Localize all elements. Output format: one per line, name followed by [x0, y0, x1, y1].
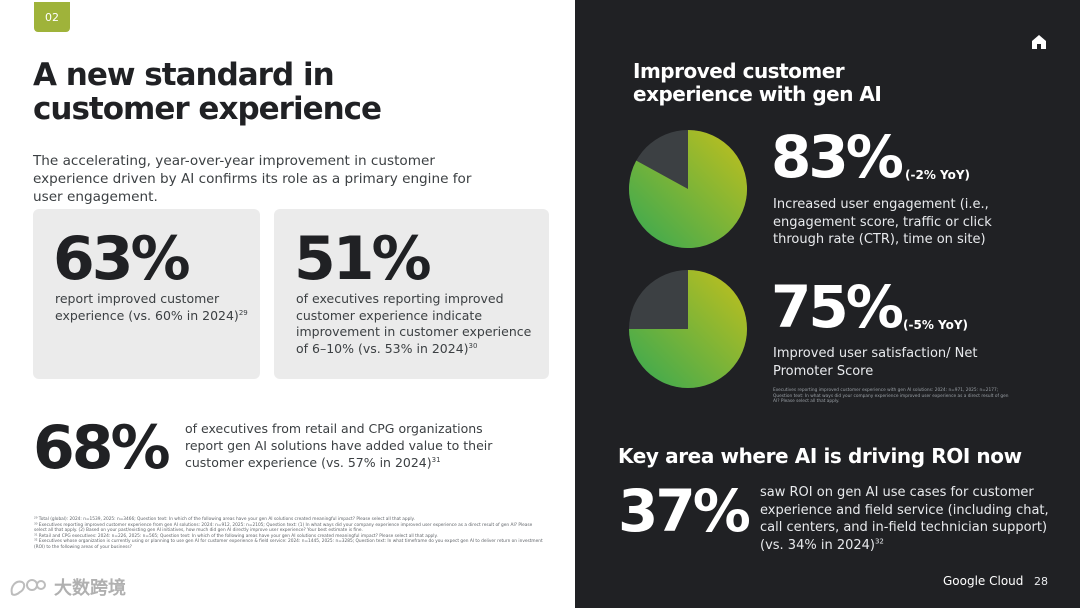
key-area-heading: Key area where AI is driving ROI now [618, 444, 1022, 468]
metric-yoy-75: (-5% YoY) [903, 318, 969, 332]
metric-description-75: Improved user satisfaction/ Net Promoter… [773, 346, 978, 379]
metric-footnote: Executives reporting improved customer e… [773, 388, 1009, 404]
metric-text: saw ROI on gen AI use cases for customer… [760, 485, 1049, 553]
stat-description: report improved customer experience (vs.… [55, 291, 250, 324]
brand-logo: Google Cloud [943, 574, 1024, 588]
stat-value: 63% [53, 224, 191, 294]
section-title: Improved customer experience with gen AI [633, 60, 933, 106]
stat-text: of executives reporting improved custome… [296, 291, 532, 356]
footnote-ref: 30 [468, 341, 478, 350]
stat-text: of executives from retail and CPG organi… [185, 421, 493, 470]
section-number-badge: 02 [34, 2, 70, 32]
footnote-29: ²⁹ Total (global): 2024: n=1539, 2025: n… [34, 517, 415, 522]
pie-chart-83 [629, 130, 747, 248]
pie-slice-83 [629, 130, 747, 248]
left-panel: 02 A new standard in customer experience… [8, 2, 549, 600]
stat-description: of executives reporting improved custome… [296, 291, 536, 357]
footnotes: ²⁹ Total (global): 2024: n=1539, 2025: n… [34, 517, 544, 550]
footnote-ref: 32 [874, 537, 884, 546]
section-title-line1: Improved customer [633, 59, 845, 83]
metric-value-37: 37% [618, 477, 751, 545]
footnote-31: ³¹ Retail and CPG executives: 2024: n=22… [34, 533, 438, 539]
metric-value-75: 75% [771, 273, 904, 341]
watermark: 大数跨境 [8, 574, 126, 600]
metric-description-37: saw ROI on gen AI use cases for customer… [760, 484, 1050, 554]
stat-text: report improved customer experience (vs.… [55, 291, 239, 323]
stat-card-51: 51% of executives reporting improved cus… [274, 209, 549, 379]
page-title: A new standard in customer experience [33, 58, 433, 126]
stat-value: 51% [294, 224, 432, 294]
pie-chart-75 [629, 270, 747, 388]
footnote-ref: 31 [431, 455, 441, 464]
metric-description-83: Increased user engagement (i.e., engagem… [773, 197, 992, 247]
stat-value-68: 68% [33, 413, 171, 483]
right-panel: Improved customer experience with gen AI… [575, 0, 1080, 608]
stat-description-68: of executives from retail and CPG organi… [185, 420, 505, 471]
page-title-line1: A new standard in [33, 57, 335, 93]
page-title-line2: customer experience [33, 91, 382, 127]
watermark-text: 大数跨境 [54, 578, 126, 599]
page-number: 28 [1034, 575, 1048, 588]
footnote-30: ³⁰ Executives reporting improved custome… [34, 522, 533, 534]
intro-paragraph: The accelerating, year-over-year improve… [33, 153, 472, 205]
home-icon[interactable] [1031, 34, 1047, 50]
footnote-ref: 29 [238, 308, 248, 317]
watermark-logo-icon [10, 579, 46, 596]
stat-card-63: 63% report improved customer experience … [33, 209, 260, 379]
footnote-32: ³² Executives whose organization is curr… [34, 539, 543, 550]
section-title-line2: experience with gen AI [633, 82, 882, 106]
metric-yoy-83: (-2% YoY) [905, 168, 971, 182]
pie-slice-75 [629, 270, 747, 388]
metric-value-83: 83% [771, 123, 904, 191]
